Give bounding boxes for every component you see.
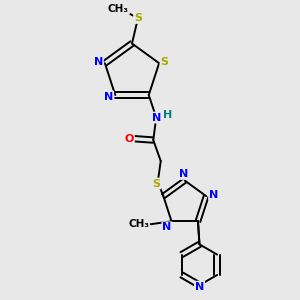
Text: S: S	[134, 13, 142, 23]
Text: N: N	[162, 222, 172, 232]
Text: N: N	[195, 282, 204, 292]
Text: N: N	[104, 92, 113, 102]
Text: S: S	[152, 178, 160, 189]
Text: S: S	[160, 57, 169, 67]
Text: CH₃: CH₃	[128, 219, 149, 229]
Text: N: N	[178, 169, 188, 179]
Text: H: H	[163, 110, 172, 120]
Text: N: N	[152, 112, 161, 123]
Text: N: N	[209, 190, 218, 200]
Text: O: O	[124, 134, 134, 144]
Text: CH₃: CH₃	[108, 4, 129, 14]
Text: N: N	[94, 57, 103, 67]
